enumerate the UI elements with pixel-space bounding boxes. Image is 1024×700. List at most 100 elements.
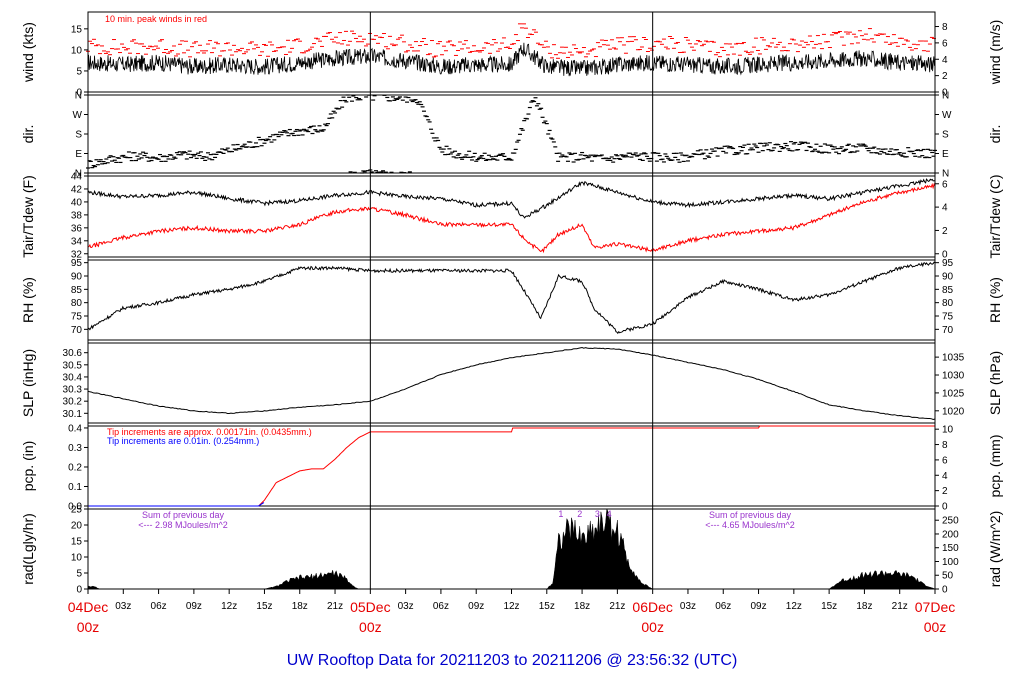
y2-tick-label: 0 <box>942 502 948 513</box>
y2-tick-label: 85 <box>942 285 954 296</box>
y2-tick-label: 1035 <box>942 353 965 364</box>
y2-tick-label: 150 <box>942 543 959 554</box>
x-tick-label: 15z <box>256 601 272 612</box>
y-tick-label: N <box>75 169 82 180</box>
y-tick-label: 30.5 <box>63 360 83 371</box>
y2-tick-label: 250 <box>942 516 959 527</box>
y-axis-label: Tair/Tdew (F) <box>20 175 36 257</box>
x-tick-label: 03z <box>115 601 131 612</box>
rad-marker: 2 <box>577 509 582 519</box>
y2-tick-label: 6 <box>942 38 948 49</box>
panel-frame <box>87 175 936 258</box>
y-tick-label: 38 <box>71 210 83 221</box>
rad-marker: 3 <box>595 509 600 519</box>
y-tick-label: S <box>75 130 82 141</box>
y-tick-label: W <box>73 110 83 121</box>
y2-axis-label: RH (%) <box>987 277 1003 323</box>
x-tick-label: 06z <box>433 601 449 612</box>
y-tick-label: 15 <box>71 537 83 548</box>
x-tick-label: 18z <box>292 601 308 612</box>
day-hour-label: 00z <box>641 619 664 635</box>
y2-axis-label: pcp. (mm) <box>987 435 1003 498</box>
y-tick-label: 30.2 <box>63 397 83 408</box>
y2-tick-label: 2 <box>942 226 948 237</box>
y2-tick-label: 0 <box>942 585 948 596</box>
y-tick-label: E <box>75 149 82 160</box>
y-tick-label: 36 <box>71 223 83 234</box>
wind-annotation: 10 min. peak winds in red <box>105 14 207 24</box>
rad-sum-value: <--- 4.65 MJoules/m^2 <box>705 520 795 530</box>
x-tick-label: 21z <box>609 601 625 612</box>
x-tick-label: 03z <box>398 601 414 612</box>
day-hour-label: 00z <box>77 619 100 635</box>
series-line-tdew <box>87 182 936 254</box>
y2-tick-label: 6 <box>942 179 948 190</box>
x-tick-label: 21z <box>892 601 908 612</box>
y-tick-label: 5 <box>76 66 82 77</box>
y-tick-label: 75 <box>71 312 83 323</box>
y-tick-label: 30.1 <box>63 409 83 420</box>
y-tick-label: 32 <box>71 249 83 260</box>
x-tick-label: 18z <box>574 601 590 612</box>
x-tick-label: 06z <box>715 601 731 612</box>
y-tick-label: 0.3 <box>68 443 82 454</box>
y2-tick-label: 2 <box>942 71 948 82</box>
y2-tick-label: 10 <box>942 425 954 436</box>
y-tick-label: 15 <box>71 24 83 35</box>
y2-tick-label: 2 <box>942 486 948 497</box>
y-tick-label: 40 <box>71 197 83 208</box>
y2-tick-label: 80 <box>942 298 954 309</box>
y2-tick-label: 75 <box>942 312 954 323</box>
y2-tick-label: N <box>942 91 949 102</box>
panel-slp: 30.130.230.3 30.430.530.6 1020 1025 1030 1035… <box>20 342 1003 424</box>
y-tick-label: 70 <box>71 325 83 336</box>
y2-tick-label: 1020 <box>942 406 965 417</box>
day-hour-label: 00z <box>359 619 382 635</box>
y-tick-label: 90 <box>71 272 83 283</box>
series-line-tair <box>87 178 935 219</box>
y2-tick-label: 0 <box>942 249 948 260</box>
series-line-rh <box>87 261 936 335</box>
x-tick-label: 06z <box>151 601 167 612</box>
y-tick-label: 34 <box>71 236 83 247</box>
y2-tick-label: 95 <box>942 258 954 269</box>
y-tick-label: 0 <box>76 585 82 596</box>
y-tick-label: 0 <box>76 88 82 99</box>
y2-tick-label: 1025 <box>942 388 965 399</box>
rad-sum-value: <--- 2.98 MJoules/m^2 <box>138 520 228 530</box>
y-tick-label: 5 <box>76 569 82 580</box>
y-tick-label: 0.2 <box>68 462 82 473</box>
x-tick-label: 12z <box>786 601 802 612</box>
y2-tick-label: 90 <box>942 272 954 283</box>
series-line-pcp-coarse <box>88 502 265 507</box>
y2-axis-label: SLP (hPa) <box>987 351 1003 415</box>
y-tick-label: 44 <box>71 172 83 183</box>
y-tick-label: 20 <box>71 521 83 532</box>
y-axis-label: SLP (inHg) <box>20 349 36 417</box>
panel-wind: 0 5 10 15 0 2 4 6 8 wind (kts) wind (m/s) 10 min. p… <box>20 11 1003 99</box>
y2-tick-label: 6 <box>942 455 948 466</box>
y-axis-label: RH (%) <box>20 277 36 323</box>
y2-tick-label: 4 <box>942 203 948 214</box>
y2-tick-label: 200 <box>942 529 959 540</box>
y-tick-label: 0.4 <box>68 423 82 434</box>
x-tick-label: 12z <box>221 601 237 612</box>
y-tick-label: 0.0 <box>68 502 82 513</box>
x-tick-label: 03z <box>680 601 696 612</box>
y-axis-label: wind (kts) <box>20 22 36 83</box>
x-tick-label: 09z <box>186 601 202 612</box>
x-tick-label: 18z <box>856 601 872 612</box>
y2-tick-label: 8 <box>942 22 948 33</box>
day-hour-label: 00z <box>924 619 947 635</box>
series-line-slp <box>87 346 936 421</box>
y2-axis-label: Tair/Tdew (C) <box>987 174 1003 258</box>
y-tick-label: 85 <box>71 285 83 296</box>
y-tick-label: 10 <box>71 553 83 564</box>
rad-sum-title: Sum of previous day <box>142 510 225 520</box>
y2-tick-label: 4 <box>942 471 948 482</box>
rad-marker: 4 <box>607 509 612 519</box>
panel-rh: 70 75 80 85 90 95 70 75 80 85 90 95 RH (%) RH (%) <box>20 258 1003 341</box>
